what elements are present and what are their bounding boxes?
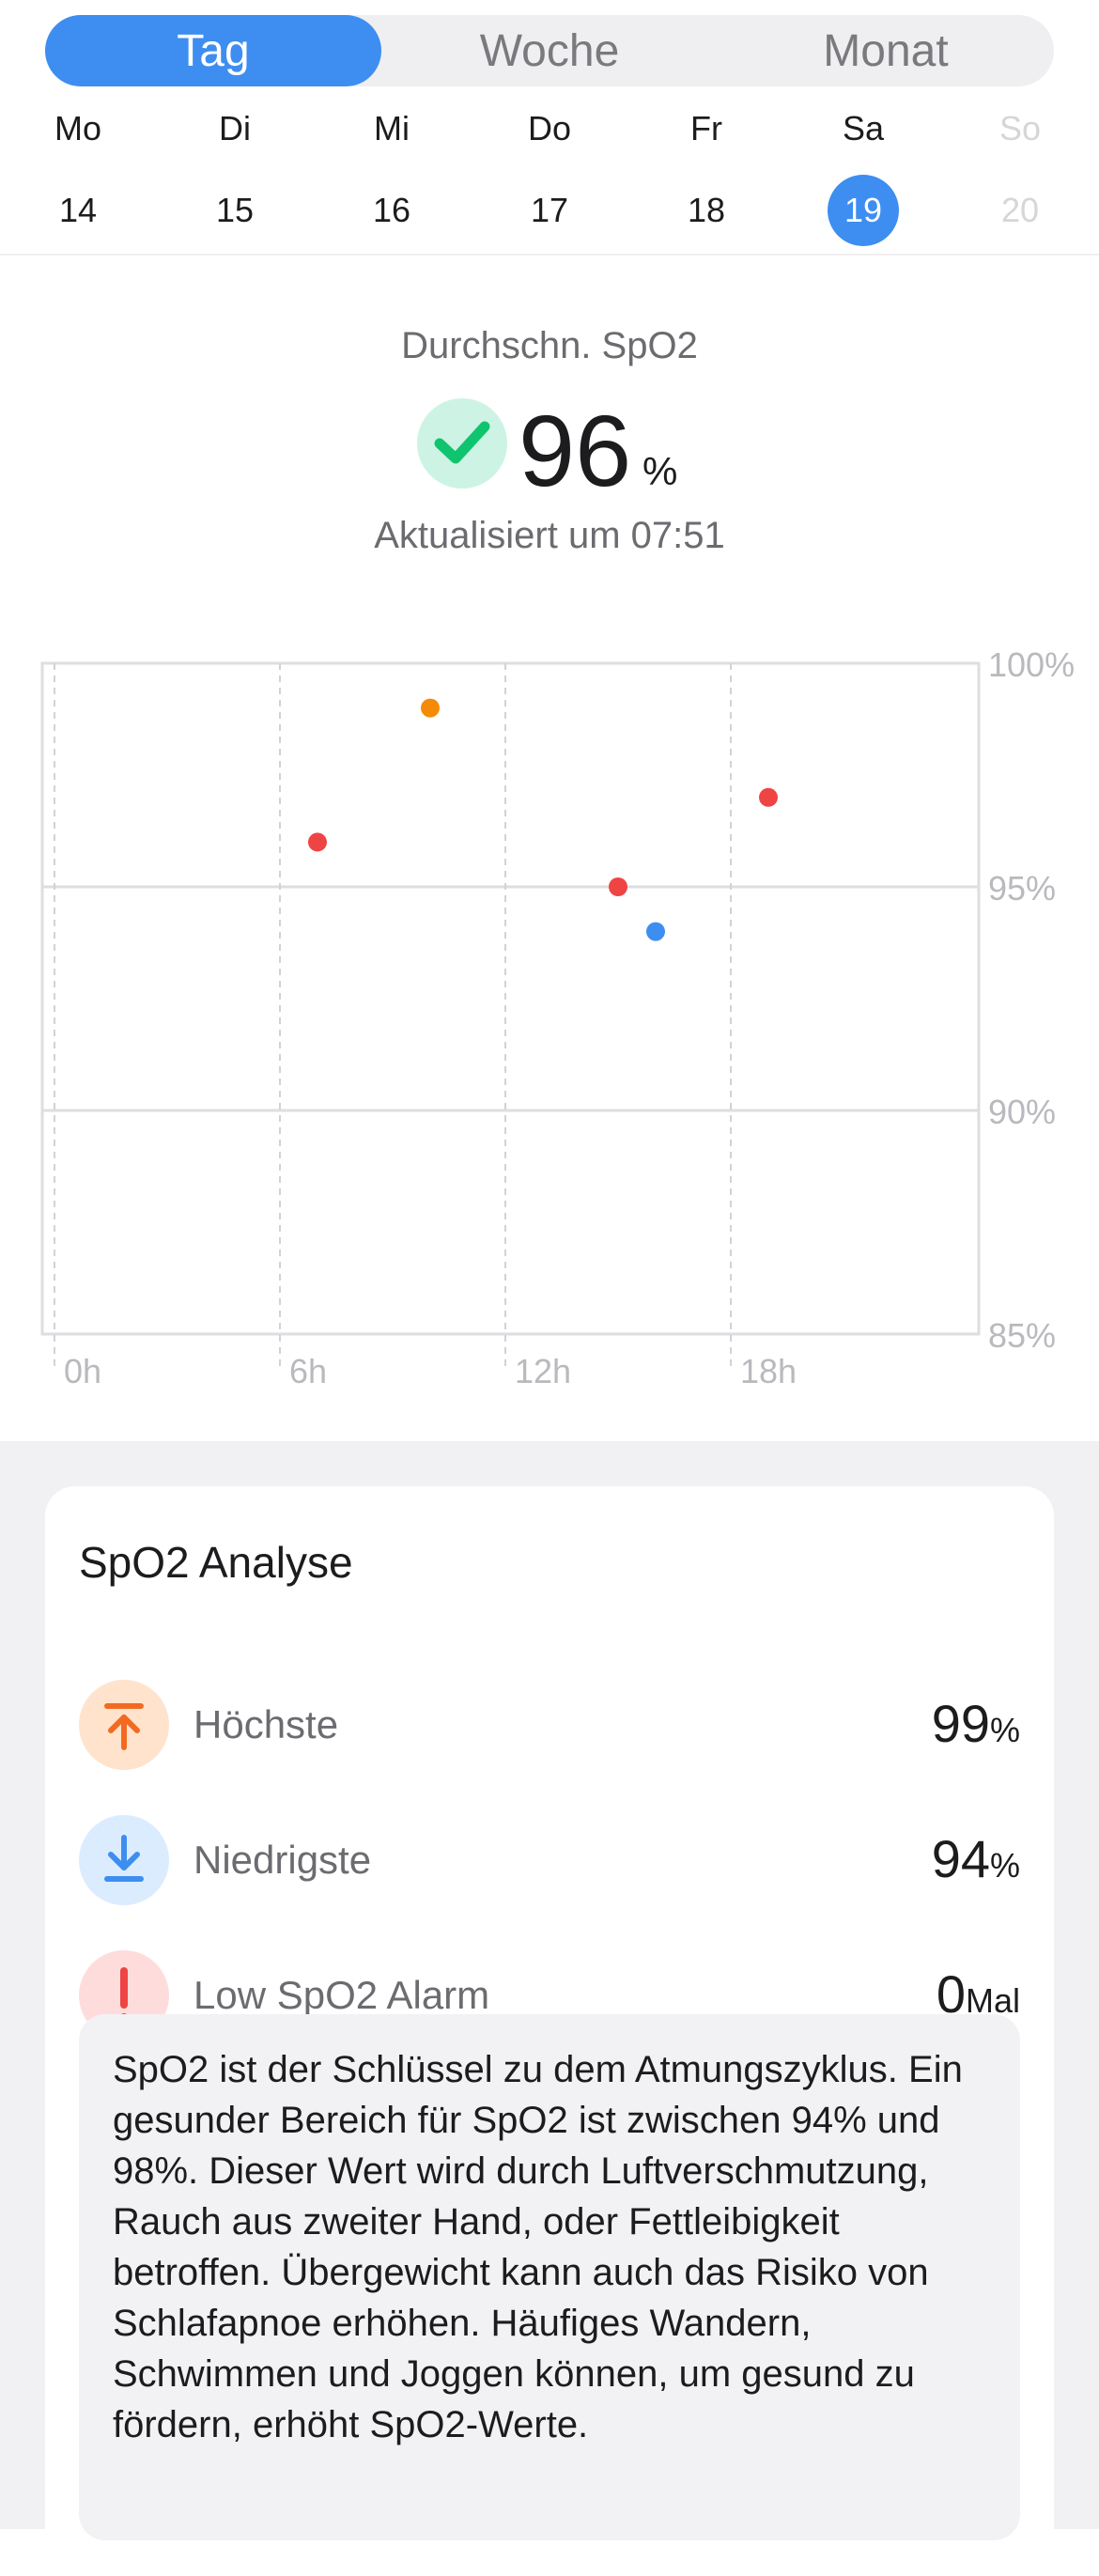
chart-canvas: 100% 95% 90% 85% 0h 6h 12h 18h — [40, 645, 1075, 1390]
average-value-row: 96 % — [0, 395, 1099, 507]
day-number: 14 — [58, 191, 98, 229]
day-number: 17 — [530, 191, 569, 229]
day-number-selected: 19 — [828, 175, 899, 246]
updated-timestamp: Aktualisiert um 07:51 — [374, 515, 725, 556]
y-tick-label: 100% — [988, 648, 1075, 684]
day-name: Sa — [842, 109, 885, 147]
day-name: Mo — [54, 109, 101, 147]
x-tick-label: 6h — [289, 1352, 327, 1390]
analysis-card: SpO2 Analyse Höchste 99% Niedrigste — [45, 1486, 1054, 2576]
average-label: Durchschn. SpO2 — [401, 325, 698, 366]
arrow-up-bar-icon — [79, 1680, 169, 1770]
metric-label: Höchste — [193, 1702, 339, 1746]
day-number: 18 — [687, 191, 726, 229]
x-tick-label: 0h — [64, 1352, 101, 1390]
tab-week[interactable]: Woche — [479, 25, 620, 76]
average-unit: % — [642, 449, 678, 493]
x-tick-label: 12h — [515, 1352, 571, 1390]
y-tick-label: 85% — [988, 1316, 1056, 1355]
day-number: 20 — [1000, 191, 1040, 229]
check-icon — [417, 398, 507, 489]
week-strip: Mo 14 Di 15 Mi 16 Do 17 Fr 18 Sa 19 So 2… — [0, 103, 1099, 254]
analysis-section: SpO2 Analyse Höchste 99% Niedrigste — [0, 1441, 1099, 2576]
metric-highest: Höchste 99% — [79, 1680, 1020, 1774]
metric-value: 99% — [931, 1694, 1020, 1753]
y-tick-label: 95% — [988, 869, 1056, 908]
data-point — [421, 698, 440, 718]
arrow-down-bar-icon — [79, 1815, 169, 1905]
metric-lowest: Niedrigste 94% — [79, 1815, 1020, 1909]
divider — [0, 254, 1099, 256]
day-name: Di — [219, 109, 251, 147]
metric-value: 94% — [931, 1829, 1020, 1888]
day-name: Mi — [374, 109, 410, 147]
day-name: Fr — [690, 109, 722, 147]
day-name: So — [998, 109, 1042, 147]
day-number: 15 — [215, 191, 255, 229]
period-segmented-control: Tag Woche Monat — [45, 15, 1054, 86]
data-point — [759, 787, 778, 807]
data-point — [609, 877, 627, 896]
day-number: 16 — [372, 191, 411, 229]
metric-label: Low SpO2 Alarm — [193, 1973, 490, 2017]
spo2-scatter-chart: 100% 95% 90% 85% 0h 6h 12h 18h — [0, 645, 1099, 1419]
data-point — [646, 922, 665, 941]
y-tick-label: 90% — [988, 1093, 1056, 1131]
info-box: SpO2 ist der Schlüssel zu dem Atmungszyk… — [79, 2014, 1020, 2540]
info-text: SpO2 ist der Schlüssel zu dem Atmungszyk… — [113, 2049, 963, 2445]
chart-frame — [40, 661, 981, 1336]
metric-label: Niedrigste — [193, 1838, 372, 1882]
average-value: 96 — [519, 394, 632, 507]
tab-month[interactable]: Monat — [823, 25, 949, 76]
data-point — [308, 832, 327, 852]
metric-value: 0Mal — [936, 1964, 1020, 2024]
tab-day[interactable]: Tag — [45, 15, 381, 86]
x-tick-label: 18h — [740, 1352, 797, 1390]
analysis-title: SpO2 Analyse — [79, 1538, 353, 1587]
day-name: Do — [527, 109, 572, 147]
